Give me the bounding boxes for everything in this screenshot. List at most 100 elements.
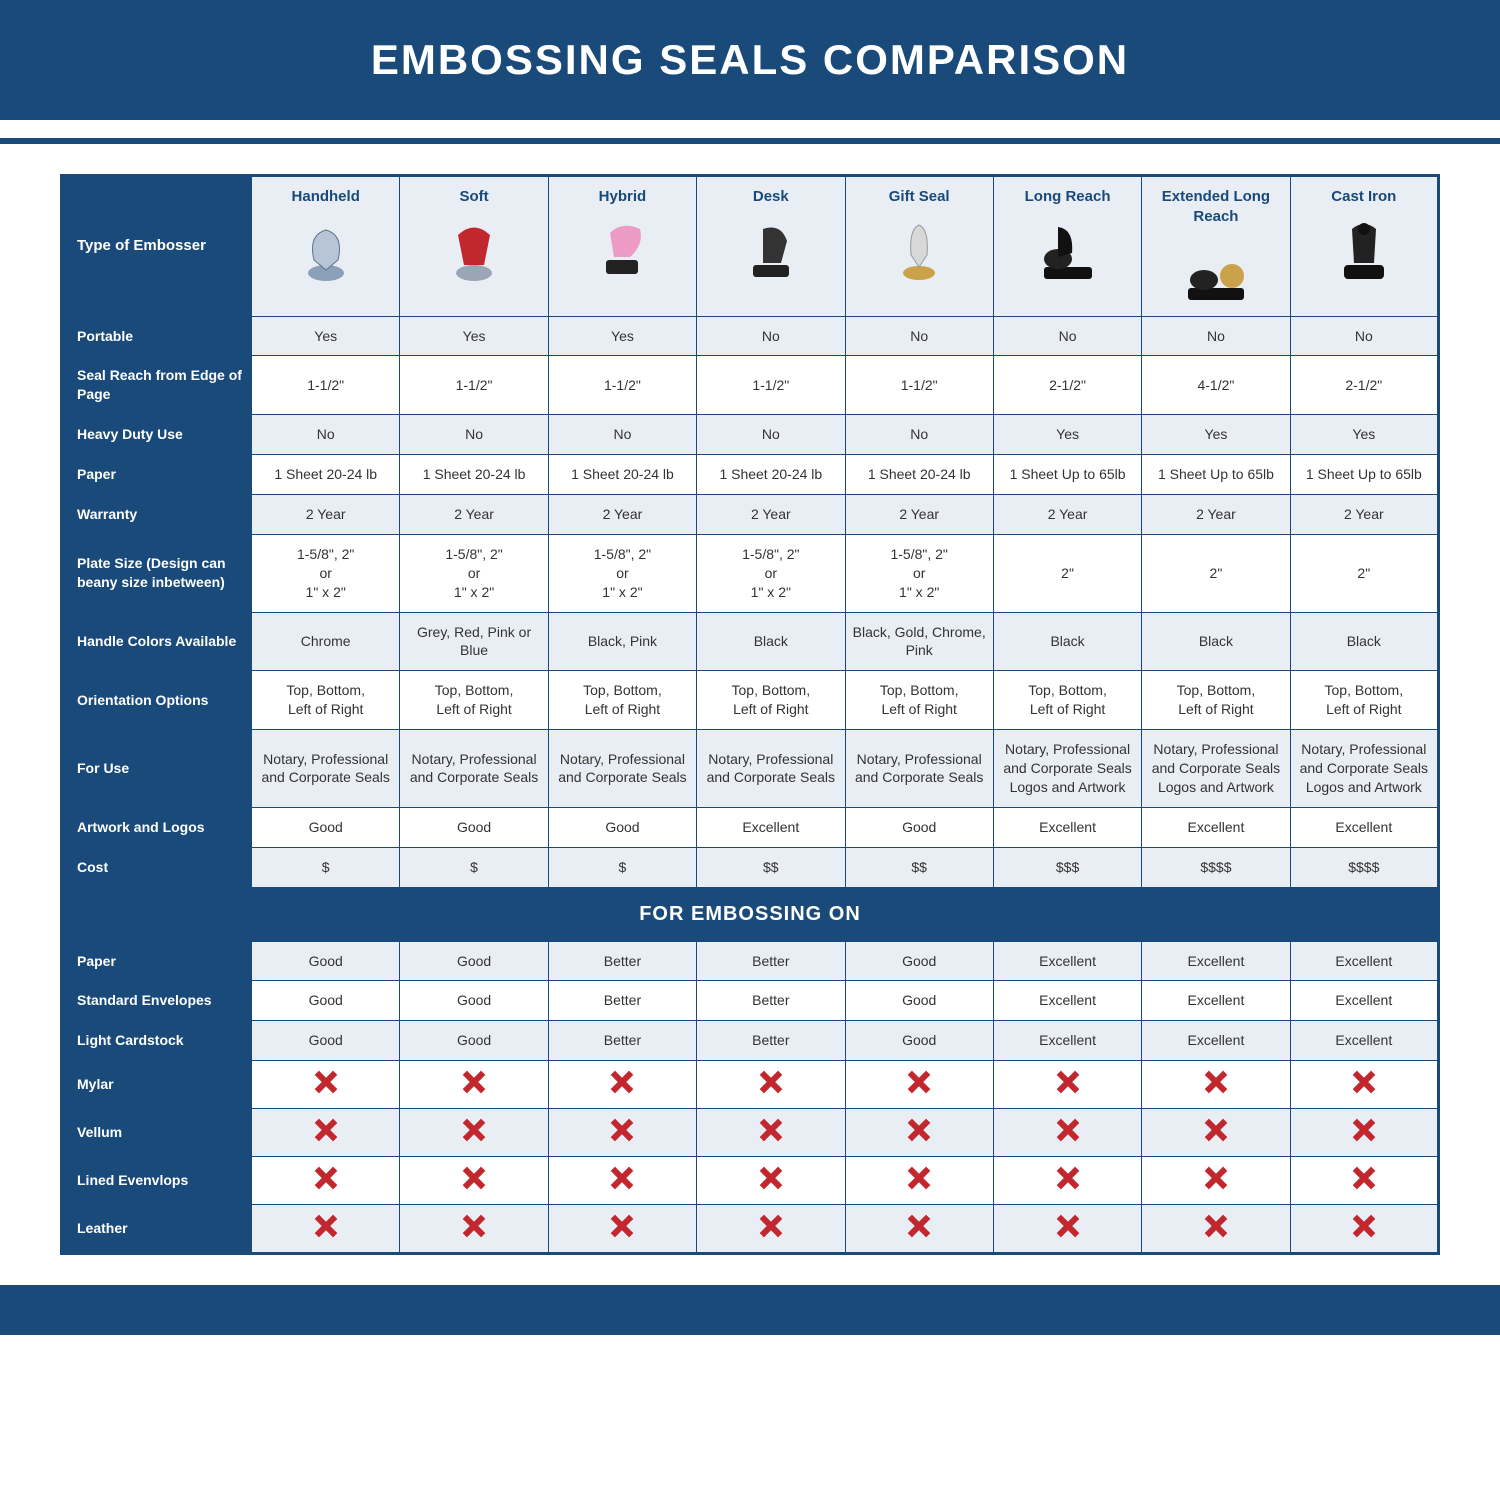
table-cell [400,1204,548,1253]
row-label: Artwork and Logos [62,807,252,847]
table-cell: Better [548,1021,696,1061]
table-cell: 1 Sheet 20-24 lb [548,455,696,495]
not-supported-icon [1057,1071,1079,1093]
table-row: Mylar [62,1061,1439,1109]
longreach-embosser-icon [1000,215,1135,285]
table-cell: Black, Gold, Chrome, Pink [845,612,993,671]
not-supported-icon [908,1167,930,1189]
table-cell: 2 Year [252,494,400,534]
table-cell [252,1156,400,1204]
table-cell [400,1061,548,1109]
table-cell: Better [697,1021,845,1061]
table-cell: Good [548,807,696,847]
table-cell: 2 Year [548,494,696,534]
table-cell: Top, Bottom, Left of Right [252,671,400,730]
row-label: Orientation Options [62,671,252,730]
table-cell: 1 Sheet 20-24 lb [697,455,845,495]
page-title: EMBOSSING SEALS COMPARISON [371,36,1129,84]
table-cell: Good [845,807,993,847]
table-cell [697,1061,845,1109]
not-supported-icon [315,1119,337,1141]
not-supported-icon [908,1119,930,1141]
column-label: Gift Seal [852,187,987,207]
table-cell: Top, Bottom, Left of Right [548,671,696,730]
row-label: Standard Envelopes [62,981,252,1021]
column-header: Long Reach [993,176,1141,317]
table-cell: No [548,415,696,455]
table-row: Plate Size (Design can beany size inbetw… [62,534,1439,612]
table-row: Orientation OptionsTop, Bottom, Left of … [62,671,1439,730]
table-cell: Top, Bottom, Left of Right [400,671,548,730]
table-cell: Chrome [252,612,400,671]
not-supported-icon [463,1215,485,1237]
table-cell [1142,1061,1290,1109]
table-row: Heavy Duty UseNoNoNoNoNoYesYesYes [62,415,1439,455]
row-label: Vellum [62,1109,252,1157]
table-cell: 1-5/8", 2" or 1" x 2" [548,534,696,612]
table-cell: Good [845,981,993,1021]
table-cell: Excellent [697,807,845,847]
table-cell: No [697,316,845,356]
table-cell: 1-1/2" [400,356,548,415]
table-cell: 2 Year [1142,494,1290,534]
table-cell: No [993,316,1141,356]
table-cell: Excellent [1290,1021,1438,1061]
header-row: Type of Embosser HandheldSoftHybridDeskG… [62,176,1439,317]
table-cell: No [697,415,845,455]
table-cell: $$$ [993,847,1141,887]
column-header: Soft [400,176,548,317]
not-supported-icon [315,1167,337,1189]
table-cell: 2 Year [697,494,845,534]
table-cell: Yes [400,316,548,356]
column-label: Extended Long Reach [1148,187,1283,228]
column-label: Long Reach [1000,187,1135,207]
not-supported-icon [1353,1215,1375,1237]
table-cell: Black [1142,612,1290,671]
table-cell: Better [548,941,696,981]
table-cell: Better [697,941,845,981]
column-label: Cast Iron [1297,187,1431,207]
table-cell: 1 Sheet 20-24 lb [845,455,993,495]
not-supported-icon [760,1071,782,1093]
table-cell: Good [400,807,548,847]
not-supported-icon [1353,1119,1375,1141]
not-supported-icon [1205,1167,1227,1189]
not-supported-icon [1205,1071,1227,1093]
table-cell [845,1061,993,1109]
column-header: Extended Long Reach [1142,176,1290,317]
column-header: Cast Iron [1290,176,1438,317]
table-cell: 2 Year [1290,494,1438,534]
table-cell [697,1204,845,1253]
table-cell: Good [252,941,400,981]
not-supported-icon [1057,1167,1079,1189]
row-label: Seal Reach from Edge of Page [62,356,252,415]
title-banner: EMBOSSING SEALS COMPARISON [0,0,1500,120]
not-supported-icon [611,1119,633,1141]
table-cell: Yes [252,316,400,356]
table-cell [845,1204,993,1253]
section-band: FOR EMBOSSING ON [62,887,1439,941]
table-cell: Black [697,612,845,671]
table-cell [1290,1204,1438,1253]
table-cell: Notary, Professional and Corporate Seals [845,730,993,808]
table-cell: Yes [1142,415,1290,455]
row-label: Lined Evenvlops [62,1156,252,1204]
table-cell: Notary, Professional and Corporate Seals [548,730,696,808]
table-cell [1290,1109,1438,1157]
table-wrap: Type of Embosser HandheldSoftHybridDeskG… [0,144,1500,1255]
table-cell: 1-5/8", 2" or 1" x 2" [845,534,993,612]
table-cell: Excellent [1142,1021,1290,1061]
not-supported-icon [463,1167,485,1189]
table-cell [1142,1109,1290,1157]
row-label: Paper [62,941,252,981]
table-cell [252,1204,400,1253]
table-cell: Notary, Professional and Corporate Seals… [993,730,1141,808]
table-cell [993,1061,1141,1109]
table-cell: 1-5/8", 2" or 1" x 2" [697,534,845,612]
table-cell [400,1109,548,1157]
table-cell: Good [252,807,400,847]
table-cell [1290,1061,1438,1109]
row-label: Paper [62,455,252,495]
table-cell: Grey, Red, Pink or Blue [400,612,548,671]
table-cell: $ [548,847,696,887]
